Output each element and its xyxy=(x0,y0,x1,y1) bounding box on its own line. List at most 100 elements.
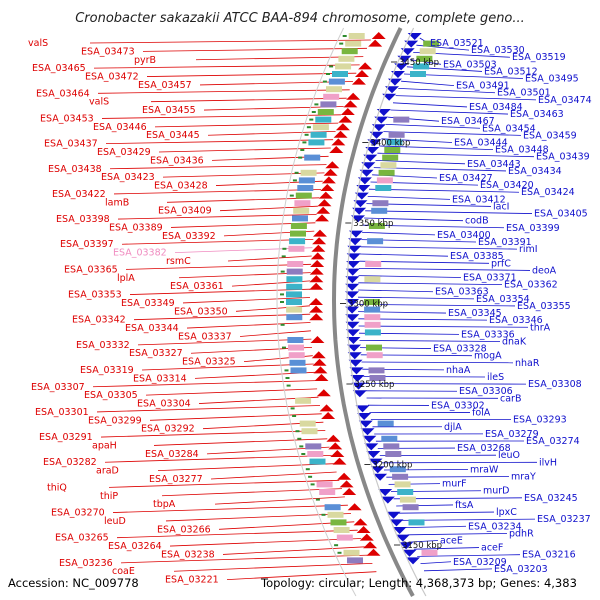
left-gene-label: ESA_03337 xyxy=(178,331,232,342)
plus-strand-gene xyxy=(371,124,386,132)
plus-strand-gene xyxy=(348,230,363,238)
left-gene-label: ESA_03445 xyxy=(146,130,200,141)
outer-feature-block xyxy=(383,443,400,450)
left-leader-line xyxy=(120,554,369,564)
left-gene-label: ESA_03291 xyxy=(39,432,93,443)
left-leader-line xyxy=(154,122,339,128)
inner-feature-block xyxy=(345,40,362,47)
left-gene-label: ESA_03292 xyxy=(141,424,195,435)
tick-mark xyxy=(290,407,295,410)
outer-feature-block xyxy=(372,200,389,207)
left-leader-line xyxy=(100,430,326,438)
outer-feature-block xyxy=(377,420,394,427)
plus-strand-gene xyxy=(367,139,382,147)
minus-strand-gene xyxy=(321,412,336,419)
left-gene-label: ESA_03319 xyxy=(80,365,134,376)
right-gene-label: ESA_03274 xyxy=(526,436,580,447)
plus-strand-gene xyxy=(363,154,378,162)
left-leader-line xyxy=(104,455,332,463)
outer-feature-block xyxy=(419,48,436,55)
right-leader-line xyxy=(375,160,466,165)
plus-strand-gene xyxy=(354,192,369,200)
left-gene-label: ESA_03409 xyxy=(158,206,212,217)
left-gene-label: ESA_03301 xyxy=(35,407,89,418)
inner-feature-block xyxy=(319,489,336,495)
plus-strand-gene xyxy=(349,367,364,375)
right-gene-label: ESA_03209 xyxy=(453,557,507,568)
plus-strand-gene xyxy=(374,116,389,124)
minus-strand-gene xyxy=(354,70,369,77)
inner-feature-block xyxy=(343,549,360,556)
right-gene-label: ESA_03308 xyxy=(528,379,582,390)
tick-mark xyxy=(286,384,291,387)
ruler-label: 3250 kbp xyxy=(354,380,394,390)
outer-feature-block xyxy=(423,40,440,47)
right-gene-label: ESA_03385 xyxy=(450,251,504,262)
left-gene-label: ESA_03438 xyxy=(48,164,102,175)
right-leader-line xyxy=(398,88,496,94)
plus-strand-gene xyxy=(351,382,366,390)
right-leader-line xyxy=(358,275,462,278)
outer-feature-block xyxy=(368,367,385,374)
right-gene-label: deoA xyxy=(532,265,557,276)
tick-mark xyxy=(280,323,285,326)
left-gene-label: rsmC xyxy=(166,256,191,267)
plus-strand-gene xyxy=(355,405,370,413)
minus-strand-gene xyxy=(310,260,325,267)
left-gene-label: ESA_03349 xyxy=(121,298,175,309)
inner-feature-block xyxy=(310,131,327,138)
inner-feature-block xyxy=(317,109,334,115)
right-gene-label: mogA xyxy=(474,351,502,362)
left-gene-label: ESA_03332 xyxy=(76,340,130,351)
plus-strand-gene xyxy=(384,86,399,94)
inner-feature-block xyxy=(290,223,307,229)
left-gene-label: ESA_03465 xyxy=(32,63,86,74)
plus-strand-gene xyxy=(359,169,374,177)
tick-mark xyxy=(304,133,309,136)
plus-strand-gene xyxy=(366,451,381,458)
plus-strand-gene xyxy=(346,261,361,268)
left-leader-line xyxy=(173,563,373,572)
right-gene-labels: ESA_03521ESA_03530ESA_03519ESA_03503ESA_… xyxy=(430,38,592,575)
right-gene-label: ESA_03302 xyxy=(431,400,485,411)
plus-strand-gene xyxy=(345,283,360,291)
minus-strand-gene xyxy=(347,503,362,511)
inner-feature-block xyxy=(288,344,304,351)
inner-feature-block xyxy=(304,154,321,161)
right-leader-line xyxy=(417,554,521,557)
left-leader-line xyxy=(157,463,335,472)
right-gene-label: ESA_03519 xyxy=(512,52,566,63)
right-gene-label: ESA_03420 xyxy=(480,180,534,191)
inner-feature-block xyxy=(293,207,310,214)
right-leader-line xyxy=(398,511,495,514)
inner-feature-block xyxy=(328,78,345,85)
left-gene-label: ESA_03342 xyxy=(72,315,126,326)
right-leader-line xyxy=(409,59,442,65)
minus-strand-gene xyxy=(346,92,361,100)
inner-feature-block xyxy=(290,367,307,374)
plus-strand-gene xyxy=(360,428,375,436)
right-leader-line xyxy=(358,282,503,286)
left-leader-line xyxy=(195,56,364,61)
map-title: Cronobacter sakazakii ATCC BAA-894 chrom… xyxy=(75,11,525,26)
minus-strand-gene xyxy=(310,336,325,343)
minus-strand-gene xyxy=(316,389,331,397)
plus-strand-gene xyxy=(407,33,422,40)
right-gene-label: ESA_03345 xyxy=(448,308,502,319)
minus-strand-gene xyxy=(312,358,327,366)
left-leader-line xyxy=(150,97,347,103)
left-gene-label: araD xyxy=(96,466,119,477)
right-gene-label: thrA xyxy=(530,322,551,333)
left-leader-line xyxy=(116,529,358,539)
outer-feature-block xyxy=(410,71,426,77)
outer-feature-block xyxy=(399,496,416,503)
left-gene-label: pyrB xyxy=(134,55,156,66)
outer-feature-block xyxy=(408,519,425,526)
plus-strand-gene xyxy=(350,375,365,382)
left-leader-line xyxy=(153,438,328,446)
inner-feature-block xyxy=(290,230,306,237)
left-gene-label: ESA_03353 xyxy=(68,290,122,301)
left-gene-label: ESA_03423 xyxy=(101,172,155,183)
outer-feature-block xyxy=(413,63,430,70)
outer-feature-block xyxy=(394,481,411,488)
